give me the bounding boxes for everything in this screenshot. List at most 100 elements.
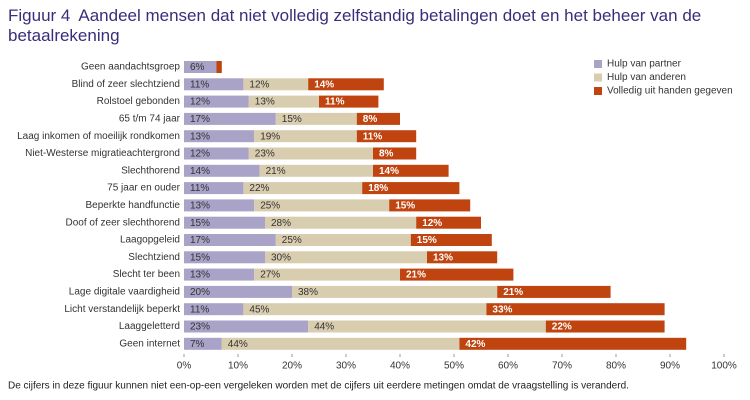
x-tick-label: 30%	[336, 361, 356, 372]
x-tick-label: 60%	[498, 361, 518, 372]
value-label: 17%	[190, 114, 210, 125]
value-label: 8%	[379, 149, 394, 160]
value-label: 38%	[298, 287, 318, 298]
y-tick-label: Geen aandachtsgroep	[81, 62, 180, 73]
bar-segment	[459, 337, 687, 350]
bar-segment	[275, 234, 411, 246]
bar-segment	[265, 216, 417, 229]
bar-segment	[184, 199, 255, 212]
value-label: 13%	[255, 97, 275, 108]
value-label: 14%	[314, 79, 334, 90]
bar-segment	[184, 216, 265, 229]
value-label: 21%	[266, 166, 286, 177]
bar-segment	[497, 285, 611, 298]
x-tick-label: 10%	[228, 361, 248, 372]
y-tick-label: Laag inkomen of moeilijk rondkomen	[17, 131, 180, 142]
value-label: 15%	[417, 235, 437, 246]
value-label: 33%	[492, 304, 512, 315]
y-tick-label: Rolstoel gebonden	[97, 96, 180, 107]
y-tick-label: Slechtziend	[128, 252, 180, 263]
bar-segment	[373, 164, 449, 177]
value-label: 14%	[379, 166, 399, 177]
bar-segment	[243, 182, 363, 195]
value-label: 19%	[260, 131, 280, 142]
value-label: 20%	[190, 287, 210, 298]
bar-segment	[221, 337, 460, 350]
bar-segment	[184, 147, 249, 160]
bar-segment	[184, 268, 255, 281]
bar-segment	[184, 234, 276, 246]
y-tick-label: Laaggeletterd	[119, 321, 180, 332]
bar-segment	[292, 285, 498, 298]
bar-segment	[373, 147, 417, 160]
x-tick-label: 20%	[282, 361, 302, 372]
y-tick-label: Licht verstandelijk beperkt	[64, 304, 180, 315]
y-tick-label: Lage digitale vaardigheid	[69, 287, 180, 298]
bar-segment	[248, 147, 373, 160]
bar-segment	[184, 320, 309, 333]
bar-segment	[184, 164, 260, 177]
value-label: 11%	[190, 79, 209, 90]
legend-swatch	[594, 87, 602, 95]
bar-segment	[184, 95, 249, 108]
y-tick-label: 65 t/m 74 jaar	[119, 114, 181, 125]
title-block: Figuur 4 Aandeel mensen dat niet volledig…	[8, 6, 738, 46]
value-label: 21%	[406, 270, 426, 281]
bar-segment	[184, 61, 217, 73]
legend-swatch	[594, 73, 602, 82]
x-tick-label: 100%	[711, 361, 737, 372]
bar-segment	[184, 182, 244, 195]
x-tick-label: 40%	[390, 361, 410, 372]
y-tick-label: Beperkte handfunctie	[85, 200, 180, 211]
value-label: 13%	[190, 131, 210, 142]
bar-segment	[410, 234, 492, 246]
bar-segment	[216, 61, 222, 73]
bar-segment	[486, 303, 665, 316]
value-label: 12%	[190, 149, 210, 160]
y-tick-label: Slecht ter been	[113, 269, 180, 280]
bar-segment	[308, 320, 546, 333]
value-label: 15%	[190, 218, 210, 229]
bar-segment	[254, 268, 400, 281]
bar-segment	[400, 268, 514, 281]
bar-segment	[416, 216, 481, 229]
value-label: 25%	[282, 235, 302, 246]
value-label: 28%	[271, 218, 291, 229]
x-tick-label: 0%	[177, 361, 192, 372]
x-tick-label: 70%	[552, 361, 572, 372]
value-label: 13%	[190, 201, 210, 212]
legend-label: Hulp van partner	[607, 59, 682, 70]
bar-segment	[389, 199, 471, 212]
footnote: De cijfers in deze figuur kunnen niet ee…	[8, 381, 629, 392]
value-label: 23%	[190, 322, 210, 333]
value-label: 13%	[190, 270, 210, 281]
y-tick-label: Laagopgeleid	[120, 235, 180, 246]
bar-segment	[184, 337, 222, 350]
value-label: 14%	[190, 166, 210, 177]
x-tick-label: 90%	[660, 361, 680, 372]
value-label: 22%	[552, 322, 572, 333]
bar-segment	[184, 130, 255, 143]
bar-segment	[259, 164, 373, 177]
bar-segment	[248, 95, 319, 108]
value-label: 25%	[260, 201, 280, 212]
chart-title: Aandeel mensen dat niet volledig zelfsta…	[8, 6, 702, 45]
bar-segment	[184, 251, 265, 264]
value-label: 12%	[249, 79, 269, 90]
value-label: 11%	[190, 304, 209, 315]
y-tick-label: Niet-Westerse migratieachtergrond	[25, 148, 180, 159]
bar-segment	[243, 303, 487, 316]
bar-segment	[545, 320, 665, 333]
value-label: 27%	[260, 270, 280, 281]
value-label: 7%	[190, 339, 205, 350]
y-tick-label: Blind of zeer slechtziend	[72, 79, 180, 90]
value-label: 6%	[190, 62, 205, 73]
bar-segment	[243, 78, 309, 91]
value-label: 18%	[368, 183, 388, 194]
y-tick-label: Slechthorend	[121, 165, 180, 176]
figure-label: Figuur 4	[8, 6, 71, 25]
y-tick-label: Geen internet	[119, 338, 180, 349]
bar-segment	[184, 78, 244, 91]
